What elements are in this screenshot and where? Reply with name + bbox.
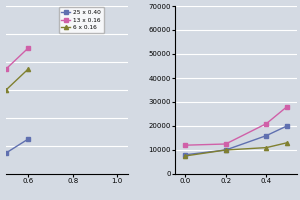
Legend: 25 x 0.40, 13 x 0.16, 6 x 0.16: 25 x 0.40, 13 x 0.16, 6 x 0.16 [58, 7, 104, 33]
